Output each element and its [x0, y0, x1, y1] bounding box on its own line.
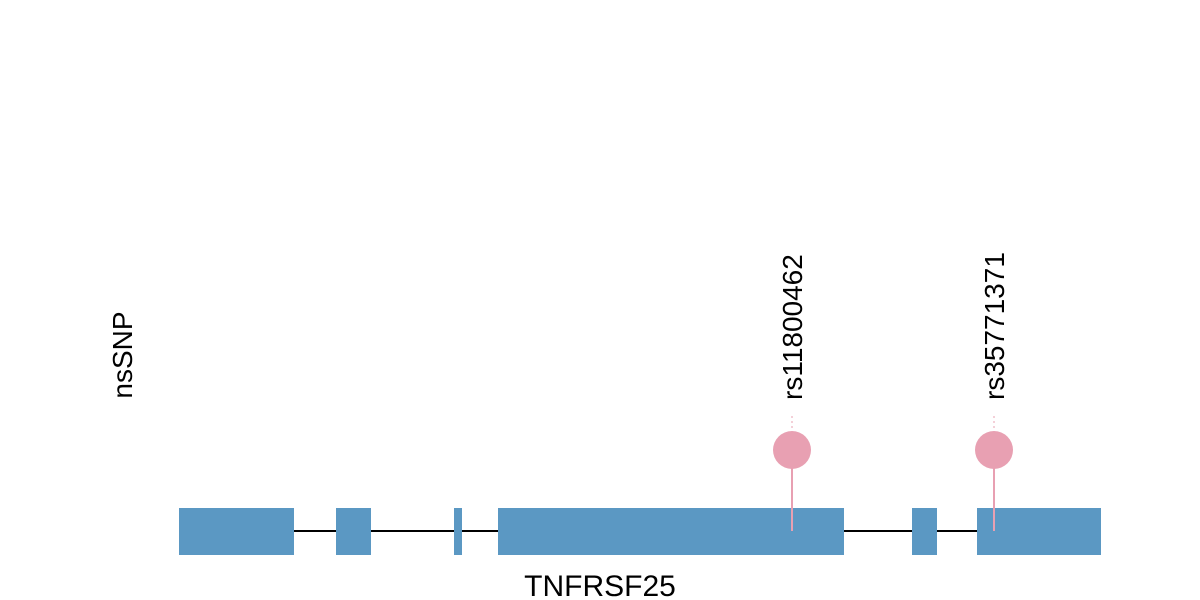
snp-label: rs35771371: [979, 252, 1010, 400]
exon: [912, 508, 937, 555]
snp: rs11800462: [773, 254, 811, 531]
exon: [977, 508, 1101, 555]
snp-head: [773, 431, 811, 469]
exons: [179, 508, 1101, 555]
exon: [336, 508, 371, 555]
exon: [454, 508, 462, 555]
exon: [498, 508, 844, 555]
snp-head: [975, 431, 1013, 469]
track-label: nsSNP: [107, 311, 138, 398]
snp: rs35771371: [975, 252, 1013, 531]
exon: [179, 508, 294, 555]
gene-name: TNFRSF25: [524, 570, 676, 600]
snp-label: rs11800462: [777, 254, 808, 400]
